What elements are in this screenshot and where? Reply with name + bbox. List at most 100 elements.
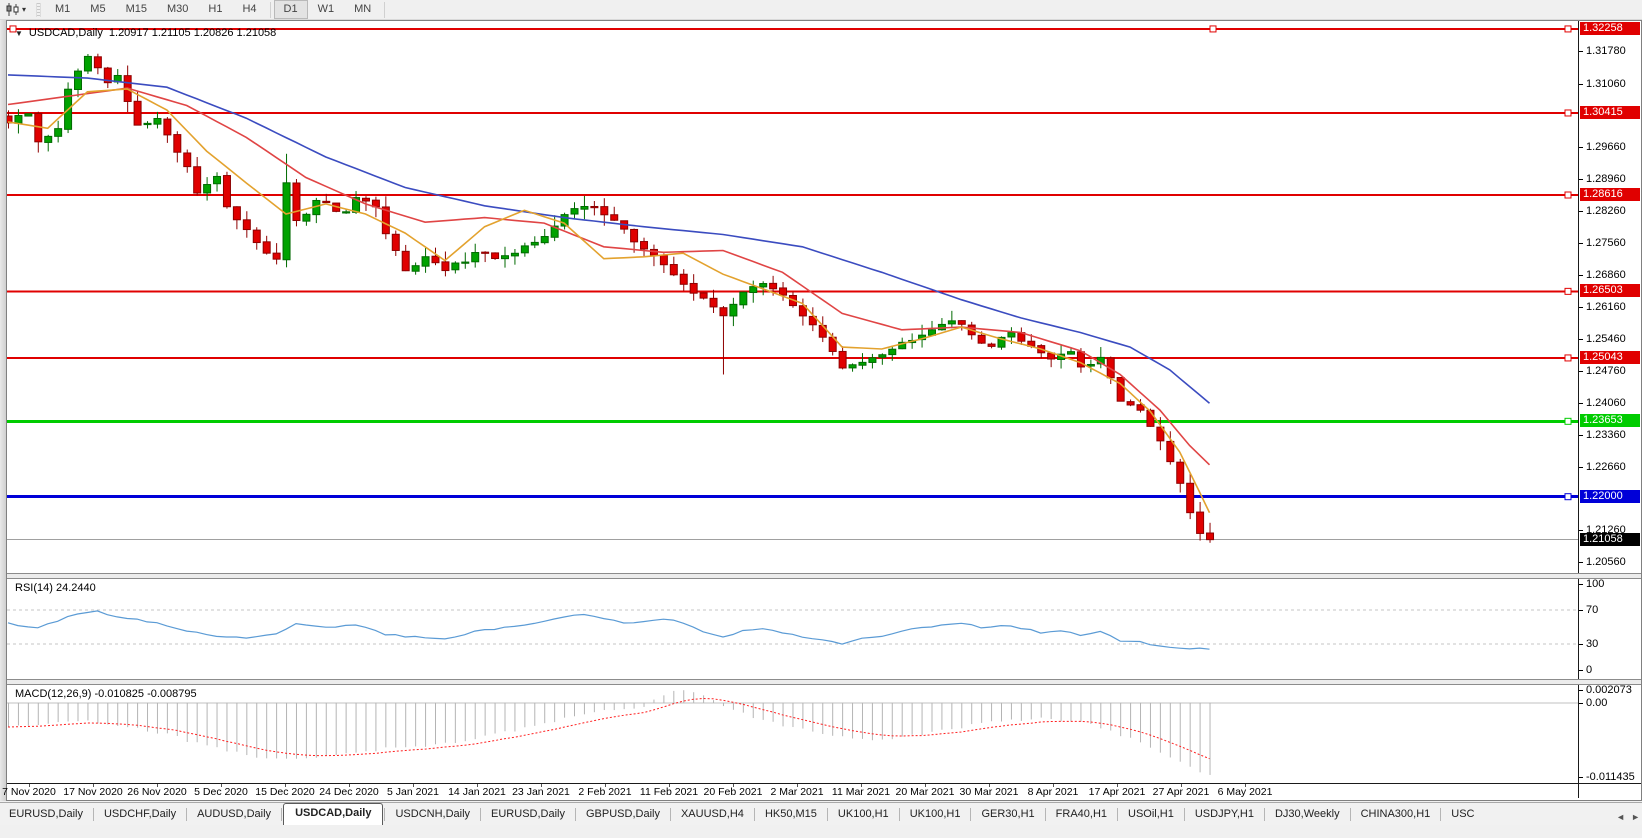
macd-tick-label: -0.011435	[1579, 771, 1635, 783]
timeframe-button-M15[interactable]: M15	[125, 3, 147, 15]
price-tick-label: 1.23360	[1579, 428, 1626, 441]
hline-handle-1.32258[interactable]	[1564, 25, 1572, 33]
timeframe-button-MN[interactable]: MN	[354, 3, 372, 15]
candle-body	[957, 320, 966, 325]
chart-type-dropdown[interactable]: ▾	[2, 2, 30, 17]
symbol-tab-EURUSD-Daily[interactable]: EURUSD,Daily	[491, 808, 565, 820]
toolbar: ▾ M1 M5 M15 M30 H1 H4 D1 W1 MN	[0, 0, 1642, 20]
status-strip	[0, 826, 1642, 838]
tab-separator	[281, 808, 283, 821]
date-label: 2 Feb 2021	[578, 786, 632, 798]
candle-body	[292, 182, 301, 222]
hline-handle-1.26503[interactable]	[1564, 287, 1572, 295]
symbol-tab-XAUUSD-H4[interactable]: XAUUSD,H4	[680, 808, 744, 820]
symbol-tab-USDCNH-Daily[interactable]: USDCNH,Daily	[395, 808, 471, 820]
symbol-tab-CHINA300-H1[interactable]: CHINA300,H1	[1360, 808, 1431, 820]
macd-plot[interactable]	[7, 685, 1578, 783]
price-tick-label: 1.26860	[1579, 269, 1626, 282]
symbol-tab-bar: EURUSD,Daily USDCHF,Daily AUDUSD,Daily USDC…	[0, 802, 1642, 825]
timeframe-button-D1[interactable]: D1	[273, 0, 308, 19]
candle-body	[699, 292, 708, 299]
candle-body	[1086, 364, 1095, 367]
symbol-tab-AUDUSD-Daily[interactable]: AUDUSD,Daily	[197, 808, 272, 820]
time-axis-tick	[221, 784, 222, 787]
rsi-plot[interactable]	[7, 579, 1578, 679]
hline-handle-1.25043[interactable]	[1564, 354, 1572, 362]
tab-scroll-left-icon[interactable]: ◄	[1616, 812, 1626, 822]
candle-body	[103, 67, 112, 84]
candle-body	[501, 255, 509, 260]
symbol-tab-UK100-H1[interactable]: UK100,H1	[837, 808, 889, 820]
macd-axis[interactable]: 0.002073 0.00 -0.011435	[1578, 684, 1641, 783]
symbol-tab-USDCHF-Daily[interactable]: USDCHF,Daily	[103, 808, 177, 820]
candle-body	[262, 241, 271, 254]
price-tick-label: 1.25460	[1579, 332, 1626, 345]
date-label: 20 Feb 2021	[703, 786, 763, 798]
toolbar-grip[interactable]	[36, 2, 42, 17]
time-axis-tick	[285, 784, 286, 787]
symbol-tab-USC[interactable]: USC	[1451, 808, 1475, 820]
timeframe-button-M30[interactable]: M30	[166, 3, 189, 15]
price-axis[interactable]: 1.31780 1.31060 1.29660 1.28960 1.28260 1.275…	[1578, 21, 1641, 573]
timeframe-button-W1[interactable]: W1	[317, 3, 335, 15]
tab-scroll-right-icon[interactable]: ►	[1631, 812, 1640, 822]
candlestick-chart-icon	[6, 3, 20, 16]
candle-body	[391, 233, 400, 251]
hline-handle-1.30415[interactable]	[1564, 109, 1572, 117]
panel-separator[interactable]	[7, 679, 1641, 685]
candle-body	[679, 273, 688, 285]
symbol-tab-FRA40-H1[interactable]: FRA40,H1	[1055, 808, 1108, 820]
candle-body	[798, 305, 807, 317]
symbol-tab-USDJPY-H1[interactable]: USDJPY,H1	[1194, 808, 1254, 820]
macd-panel[interactable]: MACD(12,26,9) -0.010825 -0.008795 0.0020…	[7, 684, 1641, 783]
candle-body	[213, 175, 222, 185]
tab-separator	[1117, 808, 1119, 821]
timeframe-buttons: M1 M5 M15 M30 H1 H4 D1 W1 MN	[45, 0, 388, 19]
toolbar-separator	[384, 1, 386, 18]
rsi-axis[interactable]: 100 70 30 0	[1578, 578, 1641, 679]
symbol-tab-GBPUSD-Daily[interactable]: GBPUSD,Daily	[586, 808, 660, 820]
main-chart-panel[interactable]: ▼ USDCAD,Daily 1.20917 1.21105 1.20826 1…	[7, 21, 1641, 573]
candle-body	[232, 206, 241, 221]
symbol-tab-GER30-H1[interactable]: GER30,H1	[981, 808, 1035, 820]
timeframe-button-M5[interactable]: M5	[90, 3, 106, 15]
date-label: 5 Jan 2021	[387, 786, 439, 798]
candle-body	[560, 214, 569, 227]
symbol-tab-UK100-H1[interactable]: UK100,H1	[909, 808, 961, 820]
time-axis[interactable]: 7 Nov 2020 17 Nov 2020 26 Nov 2020 5 Dec 20…	[2, 783, 1641, 798]
candle-body	[550, 225, 559, 238]
candle-body	[361, 197, 370, 202]
candle-body	[1176, 461, 1185, 484]
hline-handle-1.23653[interactable]	[1564, 417, 1572, 425]
price-level-badge: 1.32258	[1580, 21, 1640, 35]
time-axis-tick	[605, 784, 606, 787]
symbol-tab-HK50-M15[interactable]: HK50,M15	[764, 808, 817, 820]
timeframe-button-H1[interactable]: H1	[208, 3, 223, 15]
hline-handle-left[interactable]	[9, 25, 17, 33]
rsi-tick-label: 30	[1578, 638, 1599, 651]
hline-handle-1.22000[interactable]	[1564, 493, 1572, 501]
candle-body	[630, 228, 639, 243]
date-label: 14 Jan 2021	[448, 786, 506, 798]
candles-layer[interactable]	[7, 53, 1215, 543]
symbol-tab-DJ30-Weekly[interactable]: DJ30,Weekly	[1274, 808, 1340, 820]
candlestick-plot[interactable]	[7, 21, 1578, 573]
candle-body	[461, 261, 470, 264]
time-axis-tick	[93, 784, 94, 787]
timeframe-button-H4[interactable]: H4	[242, 3, 257, 15]
rsi-panel[interactable]: RSI(14) 24.2440 100 70 30 0	[7, 578, 1641, 679]
price-level-badge: 1.23653	[1580, 414, 1640, 428]
candle-body	[143, 122, 152, 126]
candle-body	[54, 128, 63, 137]
symbol-tab-EURUSD-Daily[interactable]: EURUSD,Daily	[9, 808, 83, 820]
time-axis-tick	[861, 784, 862, 787]
symbol-tab-USDCAD-Daily[interactable]: USDCAD,Daily	[283, 803, 384, 825]
hline-handle-center[interactable]	[1209, 25, 1217, 33]
panel-separator[interactable]	[7, 573, 1641, 579]
symbol-tab-USOil-H1[interactable]: USOil,H1	[1128, 808, 1174, 820]
timeframe-button-M1[interactable]: M1	[55, 3, 71, 15]
date-label: 6 May 2021	[1217, 786, 1273, 798]
candle-body	[858, 361, 867, 366]
tab-separator	[970, 808, 972, 821]
hline-handle-1.28616[interactable]	[1564, 191, 1572, 199]
